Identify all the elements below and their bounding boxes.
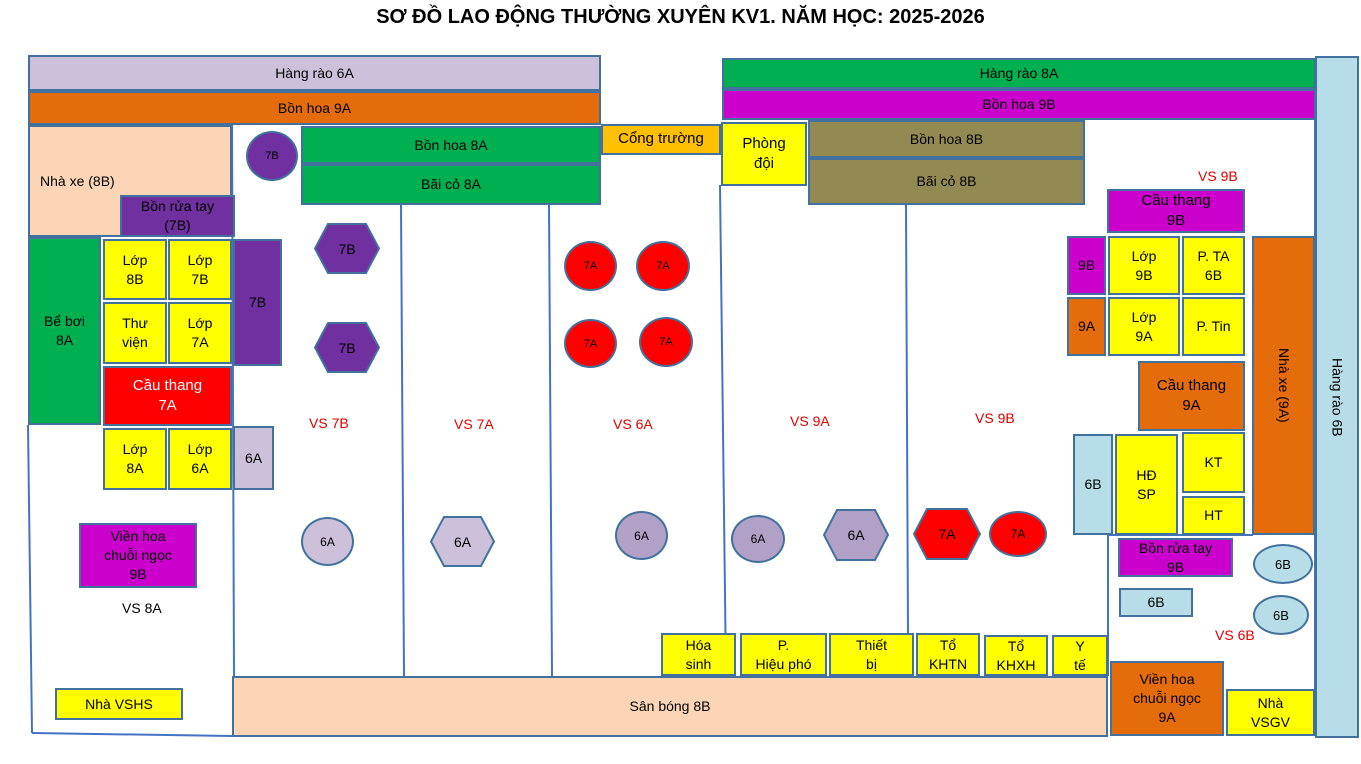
cau-thang-9a: Cầu thang 9A [1138, 361, 1245, 431]
nha-xe-9a: Nhà xe (9A) [1252, 236, 1315, 535]
vs-8a-label: VS 8A [122, 600, 162, 616]
lop-9b: Lớp 9B [1108, 236, 1180, 295]
marker-7b-circle: 7B [246, 131, 298, 181]
vien-hoa-9a: Viền hoa chuỗi ngọc 9A [1110, 661, 1224, 736]
page-title: SƠ ĐỒ LAO ĐỘNG THƯỜNG XUYÊN KV1. NĂM HỌC… [376, 6, 985, 28]
lop-7a: Lớp 7A [168, 302, 232, 364]
marker-6b-circle: 6B [1253, 595, 1309, 635]
cong-truong: Cổng trường [601, 124, 721, 155]
marker-7a-circle: 7A [636, 241, 690, 291]
to-khtn: Tổ KHTN [916, 633, 980, 676]
kt: KT [1182, 432, 1245, 493]
bon-hoa-9a-top: Bồn hoa 9A [28, 91, 601, 125]
bai-co-8b: Bãi cỏ 8B [808, 158, 1085, 205]
ht: HT [1182, 496, 1245, 535]
lop-8a: Lớp 8A [103, 428, 167, 490]
lop-8b: Lớp 8B [103, 239, 167, 300]
bon-hoa-8b: Bồn hoa 8B [808, 120, 1085, 158]
box-9a: 9A [1067, 297, 1106, 356]
vs-9b-top-label: VS 9B [1198, 168, 1238, 184]
nha-vsgv: Nhà VSGV [1226, 689, 1315, 736]
marker-7a-circle: 7A [639, 317, 693, 367]
to-khxh: Tổ KHXH [984, 635, 1048, 676]
marker-6a-circle: 6A [301, 517, 354, 566]
hang-rao-6a: Hàng rào 6A [28, 55, 601, 91]
marker-7a-circle: 7A [564, 319, 617, 368]
marker-7a-hexagon: 7A [913, 508, 981, 560]
vien-hoa-9b: Viền hoa chuỗi ngọc 9B [79, 523, 197, 588]
p-hieu-pho: P. Hiệu phó [740, 633, 827, 676]
cau-thang-7a: Cầu thang 7A [103, 366, 232, 426]
bon-rua-tay-9b: Bồn rửa tay 9B [1118, 538, 1233, 577]
san-bong: Sân bóng 8B [232, 676, 1108, 737]
bon-hoa-8a: Bồn hoa 8A [301, 126, 601, 164]
vs-7a-label: VS 7A [454, 416, 494, 432]
lop-7b: Lớp 7B [168, 239, 232, 300]
marker-6a-hexagon: 6A [823, 509, 889, 561]
vs-6b-label: VS 6B [1215, 627, 1255, 643]
box-9b: 9B [1067, 236, 1106, 295]
bai-co-8a: Bãi cỏ 8A [301, 164, 601, 205]
be-boi: Bể bơi 8A [28, 237, 101, 425]
hd-sp: HĐ SP [1115, 434, 1178, 535]
lop-9a: Lớp 9A [1108, 297, 1180, 356]
vs-6a-label: VS 6A [613, 416, 653, 432]
marker-6a-hexagon: 6A [430, 516, 495, 567]
thu-vien: Thư viện [103, 302, 167, 364]
y-te: Y tế [1052, 635, 1108, 676]
marker-7b-hexagon: 7B [314, 223, 380, 274]
small-6b: 6B [1119, 588, 1193, 617]
lop-6a: Lớp 6A [168, 428, 232, 490]
p-tin: P. Tin [1182, 297, 1245, 356]
bon-hoa-9b-top: Bồn hoa 9B [722, 89, 1316, 120]
bon-rua-tay-7b: Bồn rửa tay (7B) [120, 195, 235, 237]
hoa-sinh: Hóa sinh [661, 633, 736, 676]
marker-7a-circle: 7A [564, 241, 617, 291]
thiet-bi: Thiết bị [829, 633, 914, 676]
marker-6a-circle: 6A [731, 515, 785, 563]
hang-rao-8a: Hàng rào 8A [722, 58, 1316, 89]
marker-7b-hexagon: 7B [314, 322, 380, 373]
marker-6b-circle: 6B [1253, 544, 1313, 584]
p-ta: P. TA 6B [1182, 236, 1245, 295]
vs-7b-label: VS 7B [309, 415, 349, 431]
marker-6a-circle: 6A [615, 511, 668, 560]
marker-7a-circle: 7A [989, 511, 1047, 557]
purple-7b: 7B [233, 239, 282, 366]
box-6a: 6A [233, 426, 274, 490]
cau-thang-9b: Cầu thang 9B [1107, 189, 1245, 233]
vs-9b-mid-label: VS 9B [975, 410, 1015, 426]
phong-doi: Phòng đội [721, 122, 807, 186]
nha-vshs: Nhà VSHS [55, 688, 183, 720]
box-6b: 6B [1073, 434, 1113, 535]
hang-rao-6b: Hàng rào 6B [1315, 56, 1359, 738]
vs-9a-label: VS 9A [790, 413, 830, 429]
